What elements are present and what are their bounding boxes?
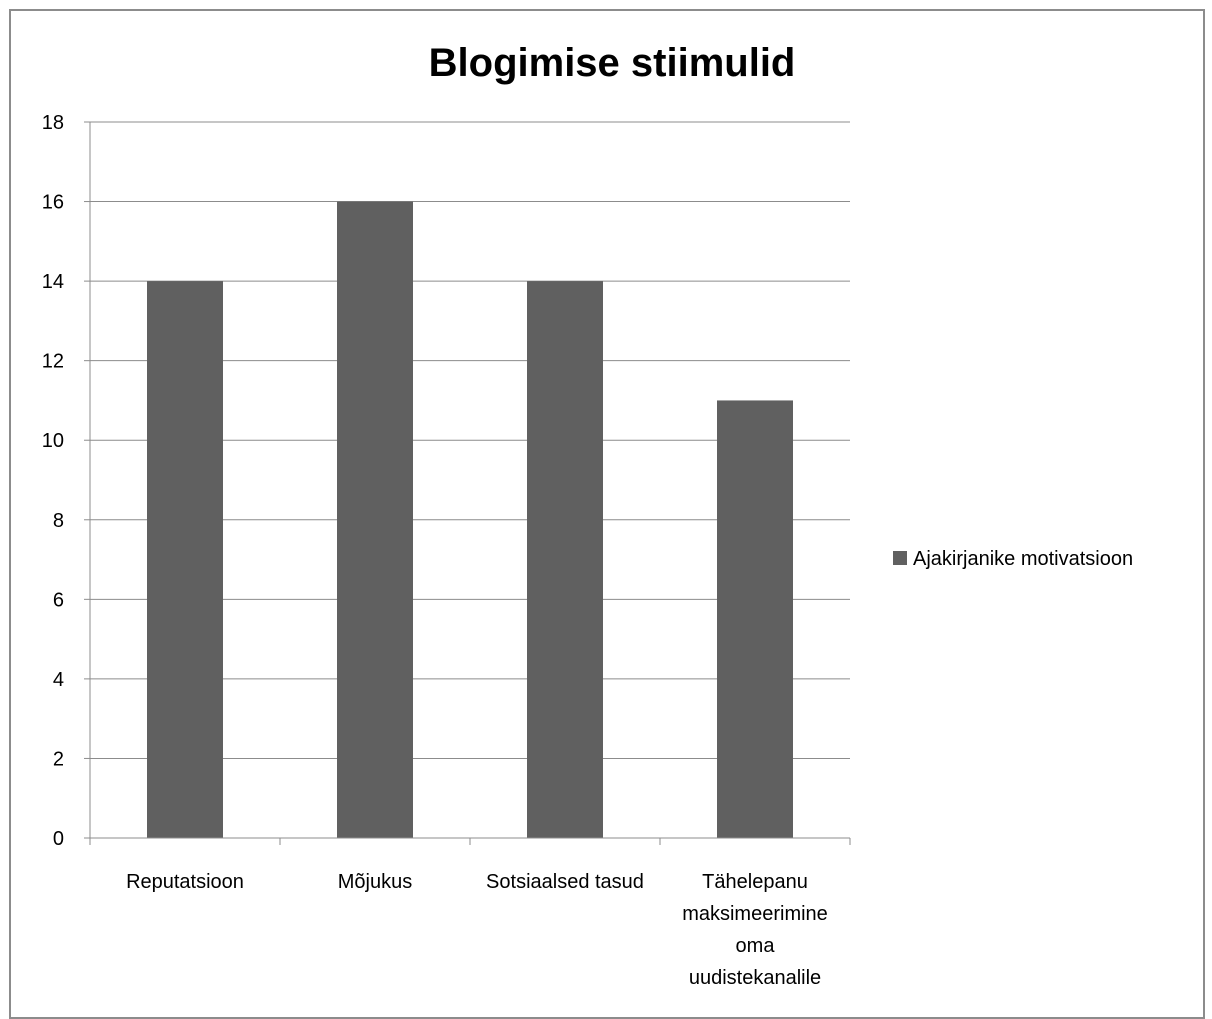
- bar: [717, 400, 793, 838]
- y-tick-label: 2: [53, 748, 64, 770]
- y-tick-labels: 0 2 4 6 8 10 12 14 16 18: [42, 112, 64, 850]
- bars: [147, 201, 793, 839]
- x-tick-label-line: maksimeerimine: [682, 903, 828, 925]
- x-tick-labels: Reputatsioon Mõjukus Sotsiaalsed tasud Tähe…: [126, 871, 828, 989]
- y-tick-label: 16: [42, 192, 64, 214]
- y-tick-label: 6: [53, 589, 64, 611]
- y-tick-label: 0: [53, 828, 64, 850]
- x-tick-label-line: oma: [736, 935, 776, 957]
- x-tick-label: Reputatsioon: [126, 871, 244, 893]
- x-tick-label-line: Sotsiaalsed tasud: [486, 871, 644, 893]
- bar: [147, 281, 223, 839]
- y-tick-label: 14: [42, 271, 64, 293]
- x-tick-label-line: uudistekanalile: [689, 967, 821, 989]
- chart-title: Blogimise stiimulid: [429, 41, 796, 85]
- y-tick-label: 4: [53, 669, 64, 691]
- y-tick-label: 12: [42, 351, 64, 373]
- bar: [337, 201, 413, 839]
- y-tick-label: 8: [53, 510, 64, 532]
- x-tick-label-line: Tähelepanu: [702, 871, 808, 893]
- x-tick-label: Sotsiaalsed tasud: [486, 871, 644, 893]
- x-tick-label: Mõjukus: [338, 871, 412, 893]
- y-tick-label: 10: [42, 430, 64, 452]
- legend: Ajakirjanike motivatsioon: [893, 548, 1133, 570]
- bar: [527, 281, 603, 839]
- legend-swatch: [893, 551, 907, 565]
- axes: [84, 121, 851, 845]
- y-tick-label: 18: [42, 112, 64, 134]
- x-tick-label: Tähelepanu maksimeerimine oma uudistekanali…: [682, 871, 828, 989]
- x-tick-label-line: Mõjukus: [338, 871, 412, 893]
- x-tick-label-line: Reputatsioon: [126, 871, 244, 893]
- legend-label: Ajakirjanike motivatsioon: [913, 548, 1133, 570]
